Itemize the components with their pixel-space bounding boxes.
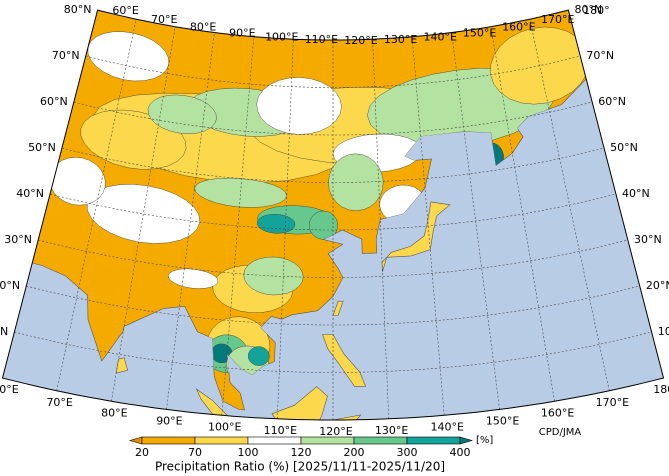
- lon-label: 80°E: [101, 406, 127, 419]
- colorbar-tick-label: 20: [135, 446, 149, 459]
- graticule: [14, 331, 652, 373]
- map-labels: 80°N70°N60°N50°N40°N30°N20°N10°N0°80°N70…: [0, 3, 669, 438]
- graticule: [451, 32, 500, 410]
- graticule: [372, 39, 389, 419]
- lon-label: 90°E: [229, 26, 255, 39]
- lon-label: 170°E: [541, 13, 574, 26]
- precip-patch: [194, 177, 288, 208]
- lon-label: 140°E: [430, 420, 463, 433]
- graticule: [38, 239, 628, 278]
- lon-label: 180°: [583, 4, 610, 17]
- graticule: [490, 26, 555, 402]
- precip-patch: [168, 268, 219, 289]
- lon-label: 140°E: [423, 31, 456, 44]
- colorbar: 20 70 100 120 200 300 400 Precipitation Ratio (…: [128, 435, 493, 474]
- lat-label: 50°N: [610, 141, 638, 154]
- lon-label: 80°E: [190, 21, 216, 34]
- colorbar-title: Precipitation Ratio (%) [2025/11/11-2025…: [155, 460, 445, 474]
- colorbar-tick-label: 100: [238, 446, 259, 459]
- graticule: [56, 19, 137, 391]
- lon-label: 70°E: [46, 396, 72, 409]
- lon-label: 60°E: [112, 4, 138, 17]
- lon-label: 100°E: [265, 31, 298, 44]
- lon-label: 100°E: [208, 420, 241, 433]
- graticule: [111, 26, 176, 402]
- colorbar-segment: [353, 436, 408, 445]
- map-area: [2, 10, 664, 420]
- precip-patch: [147, 94, 217, 135]
- lon-label: 160°E: [541, 406, 574, 419]
- lat-label: 60°N: [598, 95, 626, 108]
- lat-label: 80°N: [574, 3, 602, 16]
- island: [381, 201, 451, 272]
- lon-label: 120°E: [319, 425, 352, 438]
- map-frame: [1, 9, 665, 421]
- lat-label: 40°N: [16, 187, 44, 200]
- colorbar-segment: [300, 436, 355, 445]
- precip-patch: [256, 77, 342, 135]
- lon-label: 70°E: [151, 13, 177, 26]
- graticule: [277, 39, 294, 419]
- colorbar-tick-label: 70: [188, 446, 202, 459]
- lon-label: 130°E: [384, 33, 417, 46]
- lon-label: 110°E: [264, 424, 297, 437]
- lon-label: 160°E: [502, 21, 535, 34]
- colorbar-tick-label: 120: [291, 446, 312, 459]
- colorbar-unit: [%]: [476, 435, 493, 446]
- island: [115, 357, 128, 374]
- lat-label: 10°N: [0, 325, 8, 338]
- lat-label: 70°N: [52, 49, 80, 62]
- lat-label: 30°N: [4, 233, 32, 246]
- lon-label: 170°E: [596, 396, 629, 409]
- lon-label: 180°: [653, 383, 669, 396]
- credit: CPD/JMA: [539, 427, 582, 438]
- colorbar-tick-label: 200: [344, 446, 365, 459]
- graticule: [411, 36, 445, 416]
- lon-label: 150°E: [486, 414, 519, 427]
- precip-patch: [247, 346, 270, 366]
- lon-label: 120°E: [344, 34, 377, 47]
- lat-label: 70°N: [586, 49, 614, 62]
- colorbar-end: [459, 436, 474, 445]
- graticule: [221, 36, 255, 416]
- colorbar-segment: [194, 436, 249, 445]
- lat-label: 20°N: [0, 279, 20, 292]
- island: [332, 300, 344, 316]
- lat-label: 50°N: [28, 141, 56, 154]
- graticule: [529, 19, 610, 391]
- island: [332, 414, 362, 420]
- lon-label: 60°E: [0, 383, 19, 396]
- lat-label: 80°N: [64, 3, 92, 16]
- colorbar-segment: [247, 436, 302, 445]
- lat-label: 40°N: [622, 187, 650, 200]
- lat-label: 20°N: [646, 279, 669, 292]
- colorbar-tick-label: 300: [397, 446, 418, 459]
- colorbar-end: [128, 436, 143, 445]
- lat-label: 10°N: [658, 325, 669, 338]
- lon-label: 90°E: [156, 414, 182, 427]
- lat-label: 30°N: [634, 233, 662, 246]
- graticule: [26, 285, 640, 326]
- island: [271, 386, 328, 420]
- island: [322, 334, 367, 387]
- precip-patch: [256, 214, 296, 234]
- colorbar-segment: [406, 436, 461, 445]
- colorbar-tick-label: 400: [450, 446, 471, 459]
- colorbar-segment: [141, 436, 196, 445]
- graticule: [166, 32, 215, 410]
- lon-label: 130°E: [375, 424, 408, 437]
- lat-label: 60°N: [40, 95, 68, 108]
